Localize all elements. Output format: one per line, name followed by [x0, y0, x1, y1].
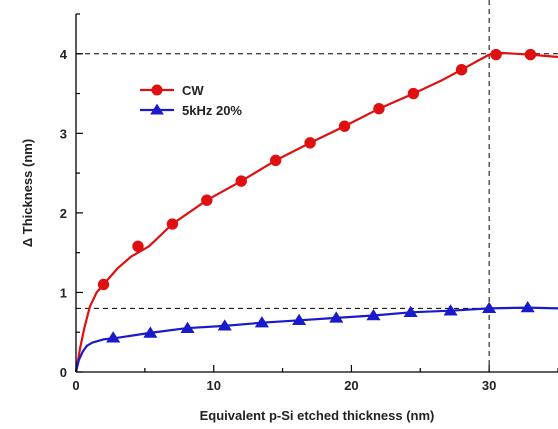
legend-triangle-marker: [150, 103, 164, 115]
triangle-data-point: [254, 316, 269, 328]
series-layer: [74, 48, 558, 373]
series-line: [74, 306, 558, 373]
triangle-data-point: [366, 308, 381, 321]
triangle-data-point: [443, 304, 458, 316]
triangle-data-point: [143, 326, 158, 338]
circle-data-point: [407, 87, 420, 100]
y-tick-label: 4: [60, 47, 68, 62]
y-tick-label: 2: [60, 206, 67, 221]
x-tick-label: 20: [344, 378, 358, 393]
triangle-data-point: [106, 331, 121, 343]
circle-data-point: [373, 102, 385, 115]
circle-data-point: [269, 154, 282, 167]
y-axis-label: Δ Thickness (nm): [20, 139, 35, 247]
circle-data-point: [455, 63, 468, 76]
circle-data-point: [97, 278, 110, 291]
triangle-data-point: [292, 313, 307, 325]
triangle-data-point: [403, 305, 418, 318]
legend-item: 5kHz 20%: [140, 103, 242, 118]
series-cw: [74, 48, 558, 373]
y-tick-label: 1: [60, 285, 67, 300]
y-tick-label: 3: [60, 126, 67, 141]
circle-data-point: [201, 194, 213, 206]
series-line: [74, 51, 558, 373]
y-tick-label: 0: [60, 365, 67, 380]
circle-data-point: [524, 48, 537, 61]
legend-label: 5kHz 20%: [182, 103, 242, 118]
x-tick-label: 0: [72, 378, 79, 393]
triangle-data-point: [520, 301, 535, 313]
circle-data-point: [338, 120, 351, 132]
series-5khz-20: [74, 301, 558, 373]
triangle-data-point: [329, 311, 344, 323]
x-axis-label: Equivalent p-Si etched thickness (nm): [200, 408, 435, 423]
circle-data-point: [235, 175, 247, 187]
legend-circle-marker: [151, 84, 163, 96]
legend: CW 5kHz 20%: [140, 83, 242, 118]
x-tick-label: 30: [482, 378, 496, 393]
x-tick-label: 10: [206, 378, 220, 393]
triangle-data-point: [217, 319, 232, 331]
triangle-data-point: [180, 321, 195, 333]
circle-data-point: [132, 240, 144, 253]
circle-data-point: [166, 218, 179, 230]
circle-data-point: [490, 48, 502, 61]
axes: 0 10 20 30 0 1 2 3 4: [60, 13, 558, 393]
legend-item: CW: [140, 83, 204, 98]
legend-label: CW: [182, 83, 204, 98]
circle-data-point: [304, 137, 316, 149]
triangle-data-point: [482, 301, 497, 314]
